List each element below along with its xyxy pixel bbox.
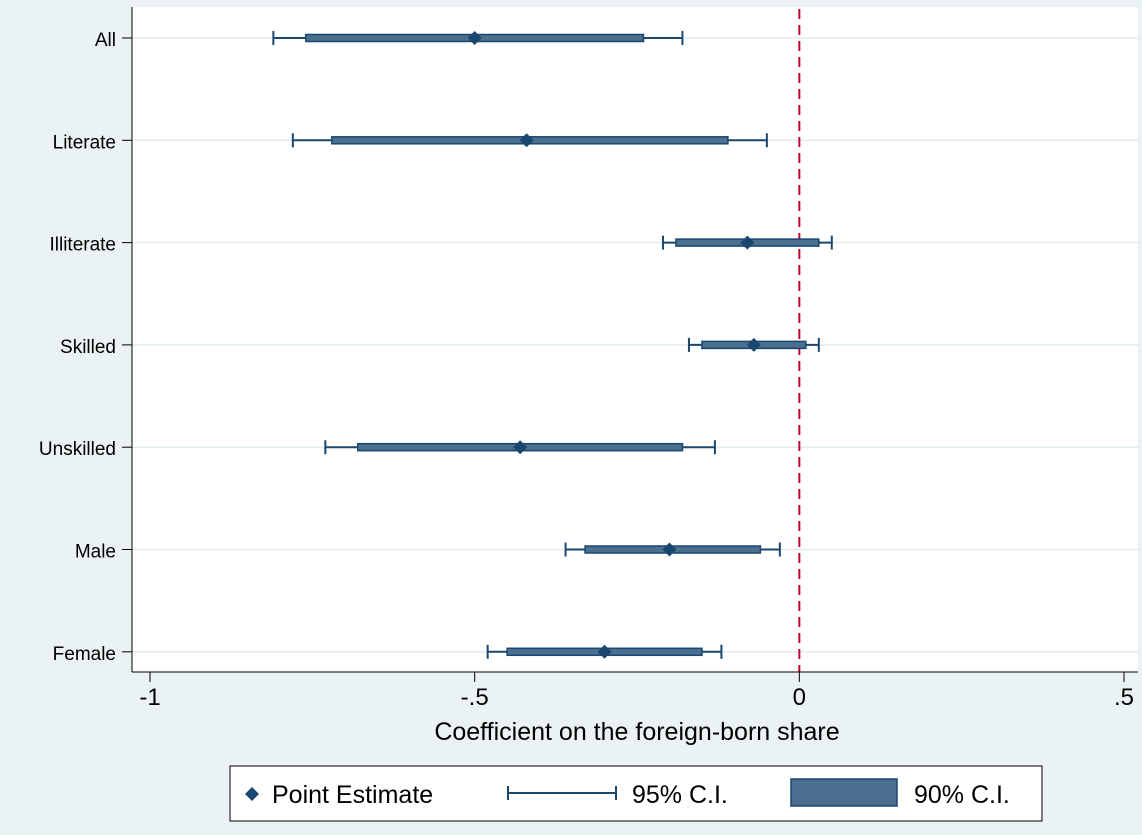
x-tick-label-0: -1: [139, 684, 160, 711]
legend-box: [229, 765, 1043, 822]
y-tick-label-literate: Literate: [53, 132, 116, 153]
legend-ci90-symbol: [790, 778, 898, 807]
legend-label-point-estimate: Point Estimate: [272, 781, 433, 809]
plot-area: [132, 7, 1138, 672]
x-tick-label-3: .5: [1114, 684, 1134, 711]
point-estimate-all: [467, 31, 482, 45]
x-axis-label: Coefficient on the foreign-born share: [434, 718, 839, 746]
y-tick-label-unskilled: Unskilled: [39, 439, 116, 460]
point-estimate-unskilled: [513, 440, 528, 455]
x-tick-label-2: 0: [793, 684, 806, 711]
legend-point-estimate-marker: [245, 787, 259, 801]
y-tick-label-illiterate: Illiterate: [49, 235, 116, 256]
y-axis: All Literate Illiterate Skilled Unskilled Mal…: [39, 7, 133, 672]
y-tick-label-female: Female: [53, 644, 116, 665]
legend-label-ci90: 90% C.I.: [914, 781, 1010, 809]
point-estimate-male: [662, 542, 677, 557]
x-axis: -1 -.5 0 .5: [132, 671, 1138, 711]
point-estimate-literate: [519, 133, 534, 148]
point-estimate-illiterate: [740, 235, 755, 250]
legend: Point Estimate 95% C.I. 90% C.I.: [229, 765, 1043, 822]
point-estimate-female: [597, 644, 612, 659]
point-estimate-skilled: [746, 337, 761, 352]
legend-label-ci95: 95% C.I.: [632, 781, 728, 809]
y-tick-label-all: All: [95, 30, 116, 51]
y-tick-label-skilled: Skilled: [60, 337, 116, 358]
series-marks: [272, 31, 833, 659]
legend-ci95-symbol: [507, 786, 617, 800]
x-tick-label-1: -.5: [461, 684, 489, 711]
y-tick-label-male: Male: [75, 542, 116, 563]
